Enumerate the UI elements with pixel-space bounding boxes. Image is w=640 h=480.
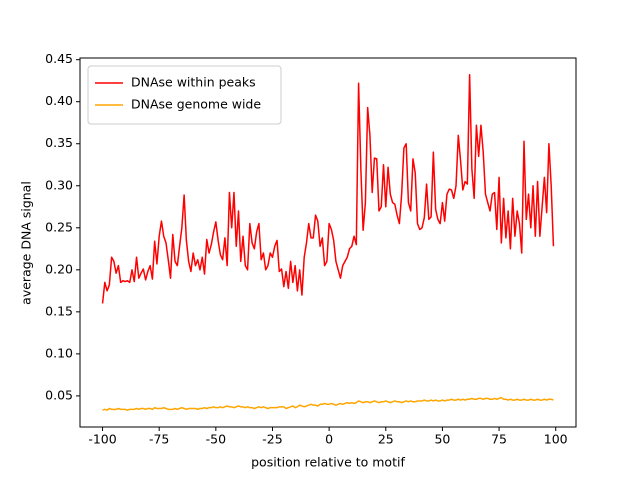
x-tick-label: -50: [206, 432, 226, 447]
y-tick-label: 0.20: [45, 261, 73, 276]
y-tick-label: 0.25: [45, 219, 73, 234]
y-tick-label: 0.10: [45, 345, 73, 360]
y-tick-label: 0.45: [45, 51, 73, 66]
data-line: [101, 74, 555, 304]
x-tick-label: 75: [491, 432, 507, 447]
y-tick-label: 0.15: [45, 303, 73, 318]
x-tick-label: -100: [88, 432, 116, 447]
x-tick-label: 50: [434, 432, 450, 447]
data-line: [102, 396, 554, 411]
y-axis-label: average DNA signal: [19, 181, 34, 305]
legend-label: DNAse genome wide: [131, 97, 261, 112]
y-tick-label: 0.35: [45, 135, 73, 150]
plot-frame: [79, 57, 577, 428]
y-tick-label: 0.40: [45, 93, 73, 108]
x-tick-label: -25: [262, 432, 282, 447]
x-tick-label: -75: [149, 432, 169, 447]
x-tick-label: 25: [378, 432, 394, 447]
legend-label: DNAse within peaks: [131, 75, 256, 90]
x-axis-label: position relative to motif: [251, 455, 405, 470]
legend-box: [87, 65, 282, 125]
x-tick-label: 100: [544, 432, 568, 447]
x-tick-label: 0: [325, 432, 333, 447]
y-tick-label: 0.30: [45, 177, 73, 192]
y-tick-label: 0.05: [45, 387, 73, 402]
